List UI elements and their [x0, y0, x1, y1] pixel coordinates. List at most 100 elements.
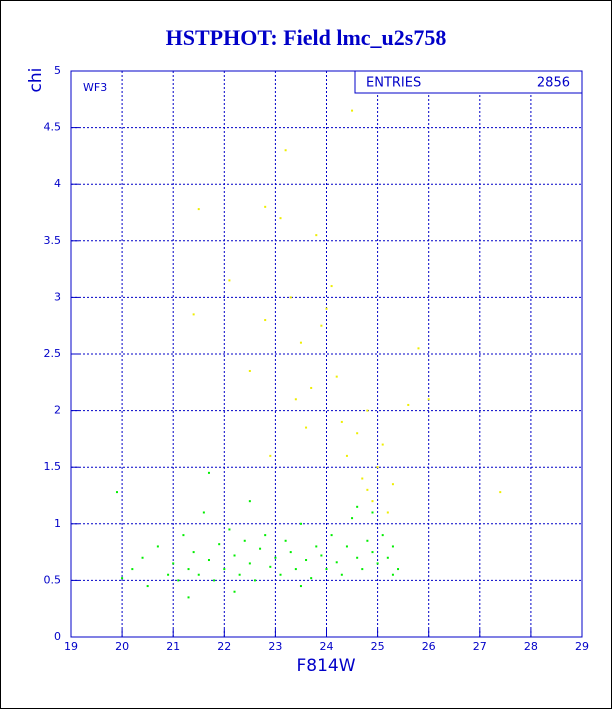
- point: [397, 568, 400, 571]
- point: [284, 539, 287, 542]
- y-tick-label: 1.5: [44, 460, 62, 473]
- point: [228, 279, 231, 282]
- y-tick-label: 1: [54, 517, 61, 530]
- y-tick-label: 0.5: [44, 573, 62, 586]
- y-tick-label: 4.5: [44, 121, 62, 134]
- point: [279, 573, 282, 576]
- point: [156, 545, 159, 548]
- point: [299, 341, 302, 344]
- stats-value: 2856: [537, 76, 570, 91]
- point: [243, 539, 246, 542]
- point: [197, 208, 200, 211]
- point: [330, 534, 333, 537]
- stats-label: ENTRIES: [366, 76, 421, 91]
- x-tick-label: 26: [422, 640, 436, 653]
- point: [386, 556, 389, 559]
- y-tick-label: 4: [54, 177, 61, 190]
- point: [351, 517, 354, 520]
- x-tick-label: 20: [115, 640, 129, 653]
- point: [177, 579, 180, 582]
- point: [197, 573, 200, 576]
- point: [407, 403, 410, 406]
- point: [289, 296, 292, 299]
- point: [345, 454, 348, 457]
- x-tick-label: 22: [217, 640, 231, 653]
- point: [223, 568, 226, 571]
- point: [335, 375, 338, 378]
- point: [391, 483, 394, 486]
- point: [207, 559, 210, 562]
- y-tick-label: 3.5: [44, 234, 62, 247]
- x-axis-label: F814W: [296, 656, 355, 676]
- point: [361, 477, 364, 480]
- point: [340, 420, 343, 423]
- point: [264, 534, 267, 537]
- point: [228, 528, 231, 531]
- point: [121, 577, 124, 580]
- y-tick-label: 5: [54, 64, 61, 77]
- point: [115, 491, 118, 494]
- point: [248, 500, 251, 503]
- point: [253, 579, 256, 582]
- point: [141, 556, 144, 559]
- point: [182, 534, 185, 537]
- point: [213, 579, 216, 582]
- point: [381, 534, 384, 537]
- point: [391, 545, 394, 548]
- point: [366, 488, 369, 491]
- point: [345, 545, 348, 548]
- point: [310, 386, 313, 389]
- point: [371, 500, 374, 503]
- y-axis-label: chi: [26, 68, 46, 93]
- point: [499, 491, 502, 494]
- point: [299, 522, 302, 525]
- point: [371, 511, 374, 514]
- point: [172, 562, 175, 565]
- point: [192, 551, 195, 554]
- point: [187, 568, 190, 571]
- point: [381, 443, 384, 446]
- point: [417, 347, 420, 350]
- point: [320, 324, 323, 327]
- y-tick-label: 2.5: [44, 347, 62, 360]
- point: [218, 543, 221, 546]
- point: [366, 539, 369, 542]
- point: [335, 561, 338, 564]
- point: [264, 319, 267, 322]
- point: [238, 573, 241, 576]
- y-tick-label: 0: [54, 630, 61, 643]
- point: [376, 466, 379, 469]
- point: [315, 545, 318, 548]
- point: [315, 234, 318, 237]
- x-tick-label: 29: [575, 640, 589, 653]
- point: [305, 426, 308, 429]
- point: [269, 454, 272, 457]
- point: [269, 565, 272, 568]
- point: [391, 573, 394, 576]
- x-tick-label: 28: [524, 640, 538, 653]
- point: [167, 573, 170, 576]
- point: [248, 369, 251, 372]
- annotation: WF3: [83, 81, 107, 94]
- x-tick-label: 27: [473, 640, 487, 653]
- point: [356, 556, 359, 559]
- point: [427, 398, 430, 401]
- point: [325, 307, 328, 310]
- point: [305, 559, 308, 562]
- point: [325, 568, 328, 571]
- point: [310, 577, 313, 580]
- point: [386, 511, 389, 514]
- point: [259, 547, 262, 550]
- point: [366, 409, 369, 412]
- plot-border: [70, 70, 583, 638]
- x-tick-label: 19: [64, 640, 78, 653]
- point: [294, 398, 297, 401]
- x-tick-label: 24: [320, 640, 334, 653]
- y-tick-label: 2: [54, 404, 61, 417]
- point: [233, 554, 236, 557]
- point: [131, 568, 134, 571]
- point: [248, 562, 251, 565]
- point: [356, 505, 359, 508]
